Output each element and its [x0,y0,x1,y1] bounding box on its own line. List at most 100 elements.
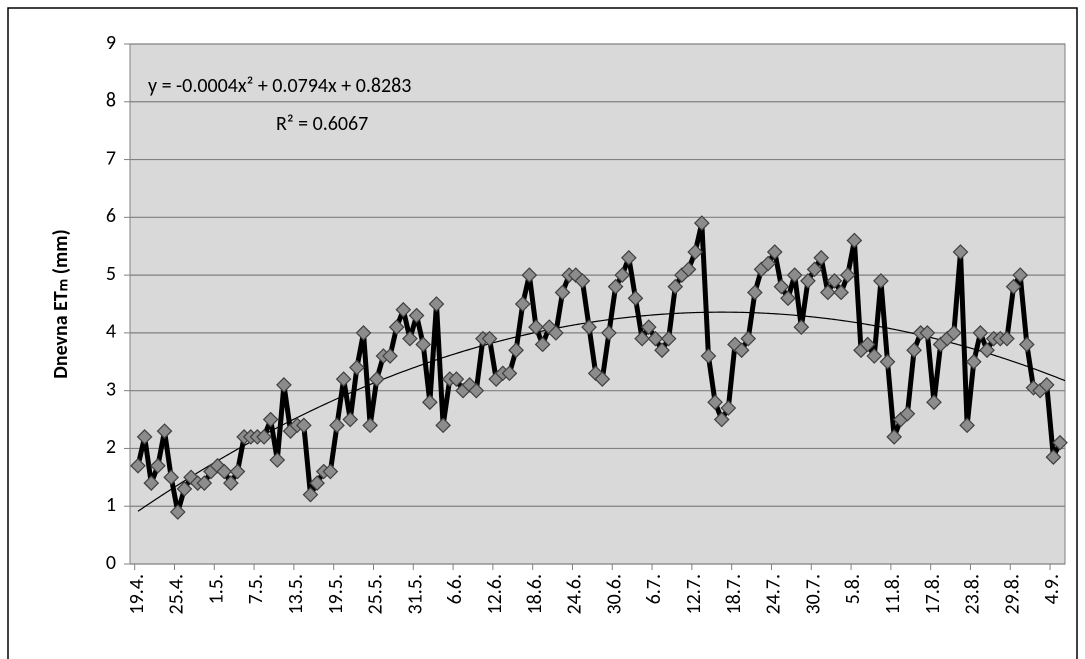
x-tick-label: 11.8. [881,574,905,615]
data-marker [508,342,524,359]
data-marker [322,463,339,480]
data-marker [733,342,750,359]
x-tick-label: 25.5. [364,574,388,615]
data-marker [747,284,763,301]
trend-r-squared: R² = 0.6067 [276,112,368,136]
y-tick-label: 6 [106,204,116,228]
data-marker [720,400,737,416]
y-tick-label: 2 [106,435,116,459]
y-tick-label: 3 [106,377,116,401]
data-marker [839,267,856,283]
data-marker [680,261,697,278]
data-marker [309,475,325,491]
x-tick-label: 1.5. [204,574,228,604]
y-tick-label: 7 [106,146,116,170]
data-marker [640,319,657,335]
data-marker [448,371,465,387]
data-marker [209,457,226,474]
data-marker [1018,336,1035,353]
data-marker [302,486,319,503]
data-marker [196,475,213,491]
x-tick-label: 31.5. [403,574,427,615]
x-tick-label: 6.6. [443,574,467,604]
data-marker [999,330,1015,347]
x-tick-label: 12.7. [682,574,706,615]
data-marker [402,330,418,347]
data-marker [276,377,292,393]
data-marker [548,325,564,341]
y-tick-label: 8 [106,89,116,113]
data-marker [1038,377,1055,393]
x-tick-label: 5.8. [841,574,865,604]
data-marker [521,267,538,283]
y-tick-label: 4 [106,320,116,344]
data-marker [654,342,670,359]
data-marker [150,457,166,474]
data-marker [946,325,962,341]
data-marker [256,429,272,445]
data-marker [169,504,186,520]
data-marker [269,452,286,468]
data-marker [428,296,445,312]
x-tick-label: 12.6. [483,574,507,615]
data-marker [1012,267,1029,283]
x-tick-label: 30.7. [801,574,825,615]
y-tick-label: 1 [106,493,116,517]
x-tick-label: 23.8. [961,574,985,615]
data-marker [627,290,644,307]
x-tick-label: 24.7. [762,574,786,615]
data-marker [906,342,922,359]
data-marker [329,417,345,434]
data-marker [143,475,160,491]
data-marker [435,417,451,434]
data-marker [422,394,438,411]
data-marker [806,261,823,278]
data-marker [468,382,485,399]
data-marker [501,365,518,382]
data-marker [707,394,723,411]
data-marker [819,284,836,301]
data-marker [793,319,810,335]
data-marker [879,353,896,370]
data-marker [687,244,704,260]
data-marker [667,278,684,295]
data-marker [534,336,551,353]
data-marker [700,348,717,364]
data-marker [368,371,385,387]
data-marker [786,267,803,283]
data-marker [899,405,916,422]
data-marker [176,481,193,497]
data-marker [362,417,379,434]
data-marker [1005,278,1022,295]
x-tick-label: 17.8. [921,574,945,615]
data-marker [780,290,796,307]
data-marker [342,411,359,428]
plot-area [129,43,1066,565]
data-marker [979,342,995,359]
data-marker [541,319,558,335]
plot-layer: 0 1 2 3 4 5 6 7 8 9 19.4. 25.4. 1.5. 7.5. 13.5. 19.5. 25… [106,31,1068,615]
data-marker [216,463,233,480]
data-marker [1052,434,1068,451]
data-marker [693,215,710,231]
data-marker [926,394,942,411]
data-marker [408,307,425,324]
data-marker [919,325,936,341]
data-marker [130,457,146,474]
data-marker [873,273,889,289]
data-marker [136,429,153,445]
data-marker [833,284,849,301]
data-marker [461,377,478,393]
y-tick-label: 5 [106,262,116,286]
y-axis-title: Dnevna ETₘ (mm) [49,229,73,379]
x-tick-label: 19.5. [324,574,348,615]
data-marker [972,325,989,341]
data-marker [634,330,650,347]
data-marker [594,371,611,387]
data-marker [607,278,624,295]
x-tick-label: 19.4. [125,574,149,615]
data-marker [886,429,903,445]
data-marker [800,273,816,289]
y-tick-label: 0 [106,551,116,575]
